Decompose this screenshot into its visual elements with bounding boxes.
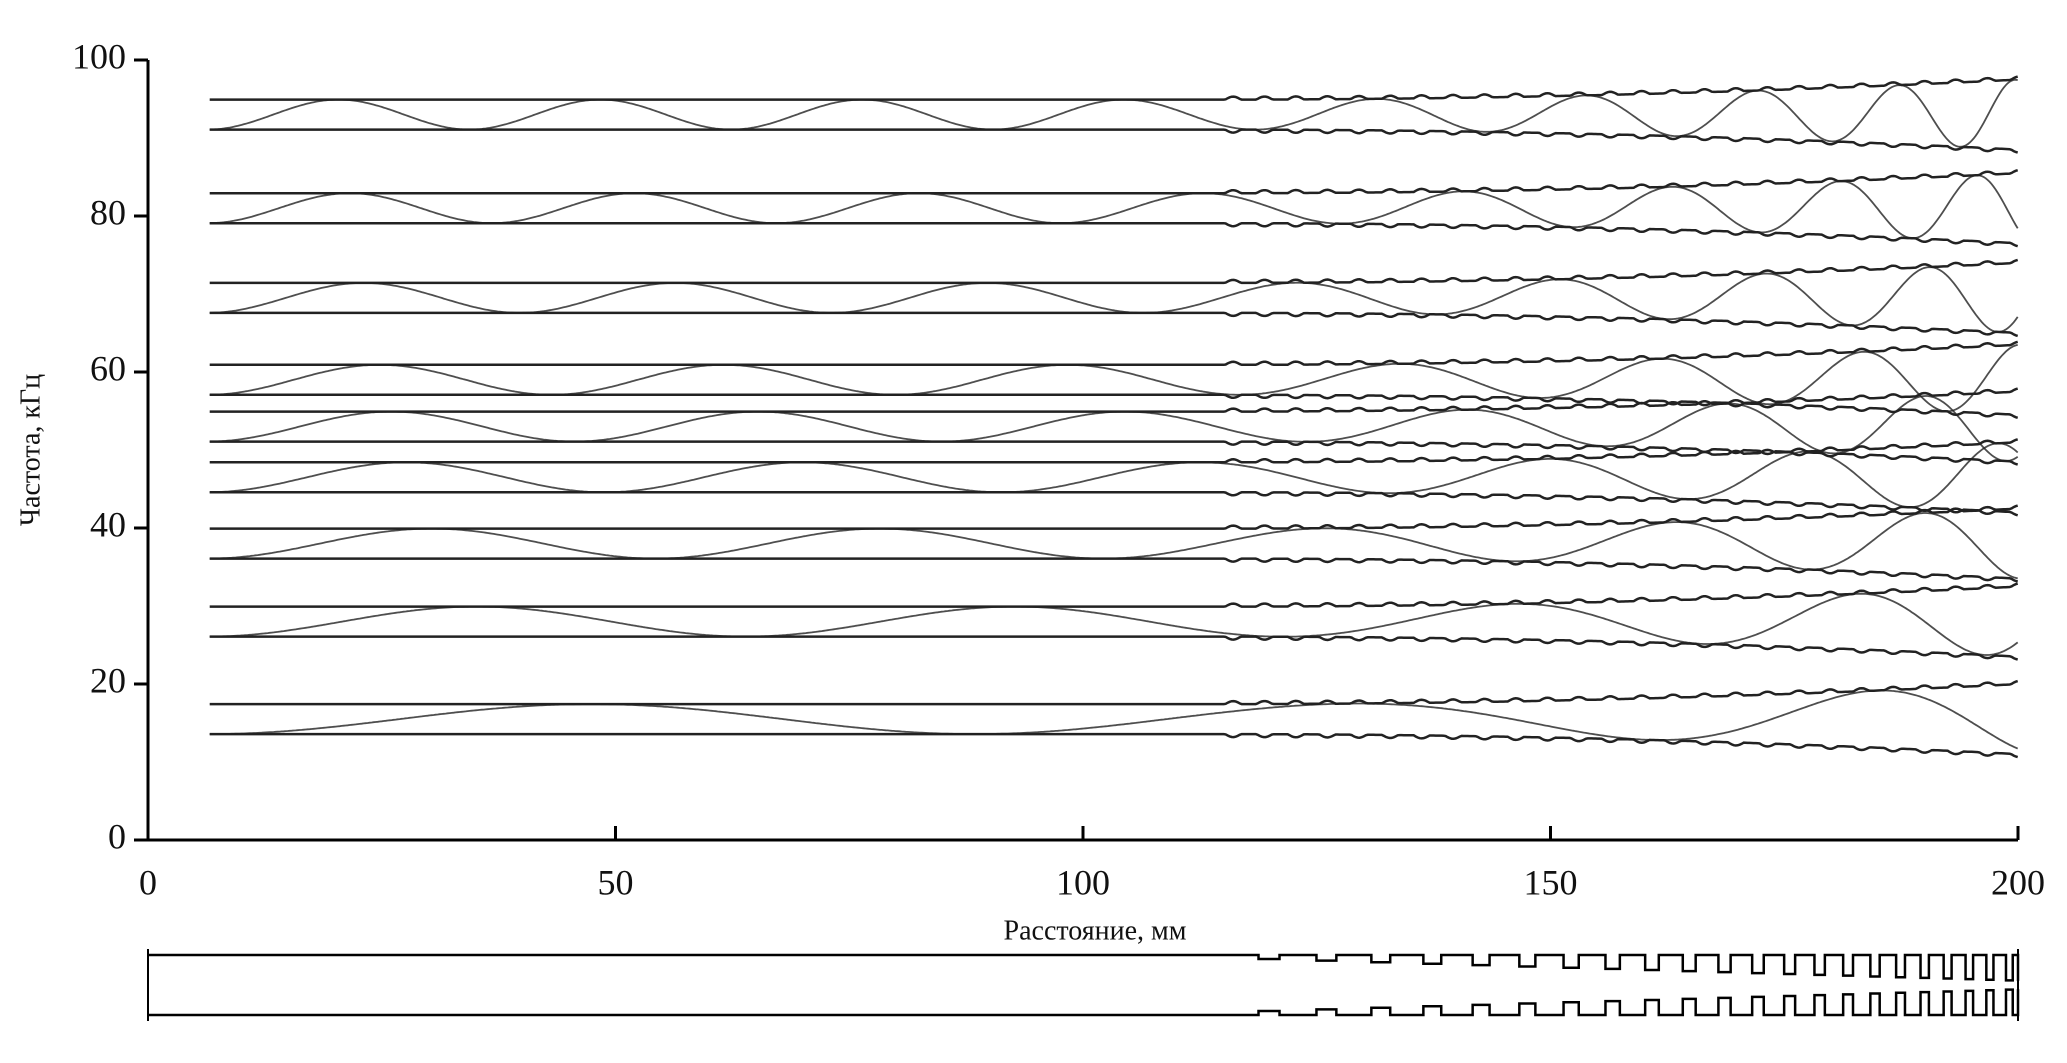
mode-envelope [209, 387, 2019, 413]
mode-envelope [209, 221, 2019, 248]
mode-envelope [209, 582, 2019, 608]
mode-wave [209, 689, 2019, 750]
mode-wave [209, 592, 2019, 656]
y-tick-label: 80 [90, 192, 126, 232]
x-tick-label: 0 [139, 862, 157, 902]
x-tick-label: 100 [1056, 862, 1110, 902]
waveguide-bottom [148, 988, 2020, 1017]
mode-wave [209, 512, 2018, 580]
y-tick-label: 0 [108, 816, 126, 856]
mode-envelope [209, 732, 2019, 759]
mode-wave [209, 174, 2019, 240]
y-axis-label: Частота, кГц [15, 374, 46, 526]
mode-wave [209, 266, 2019, 333]
mode-wave [209, 344, 2018, 413]
mode-envelope [209, 557, 2019, 583]
mode-envelope [209, 258, 2019, 285]
mode-wave [209, 395, 2019, 462]
mode-envelope [209, 504, 2019, 530]
y-tick-label: 100 [72, 36, 126, 76]
mode-envelope [209, 75, 2019, 101]
mode-envelope [209, 169, 2019, 195]
x-tick-label: 200 [1991, 862, 2045, 902]
y-tick-label: 60 [90, 348, 126, 388]
mode-envelope [209, 311, 2019, 338]
mode-wave [209, 78, 2018, 148]
y-tick-label: 20 [90, 660, 126, 700]
mode-envelope [209, 635, 2019, 661]
mode-envelope [209, 393, 2019, 419]
mode-envelope [209, 438, 2019, 464]
x-tick-label: 50 [598, 862, 634, 902]
mode-envelope [209, 128, 2019, 154]
mode-envelope [209, 491, 2019, 517]
mode-envelope [209, 679, 2019, 706]
y-tick-label: 40 [90, 504, 126, 544]
mode-envelope [209, 440, 2019, 466]
x-tick-label: 150 [1524, 862, 1578, 902]
x-axis-label: Расстояние, мм [1004, 915, 1187, 946]
mode-envelope [209, 340, 2019, 367]
waveguide-top [148, 953, 2020, 982]
mode-wave [209, 442, 2019, 509]
